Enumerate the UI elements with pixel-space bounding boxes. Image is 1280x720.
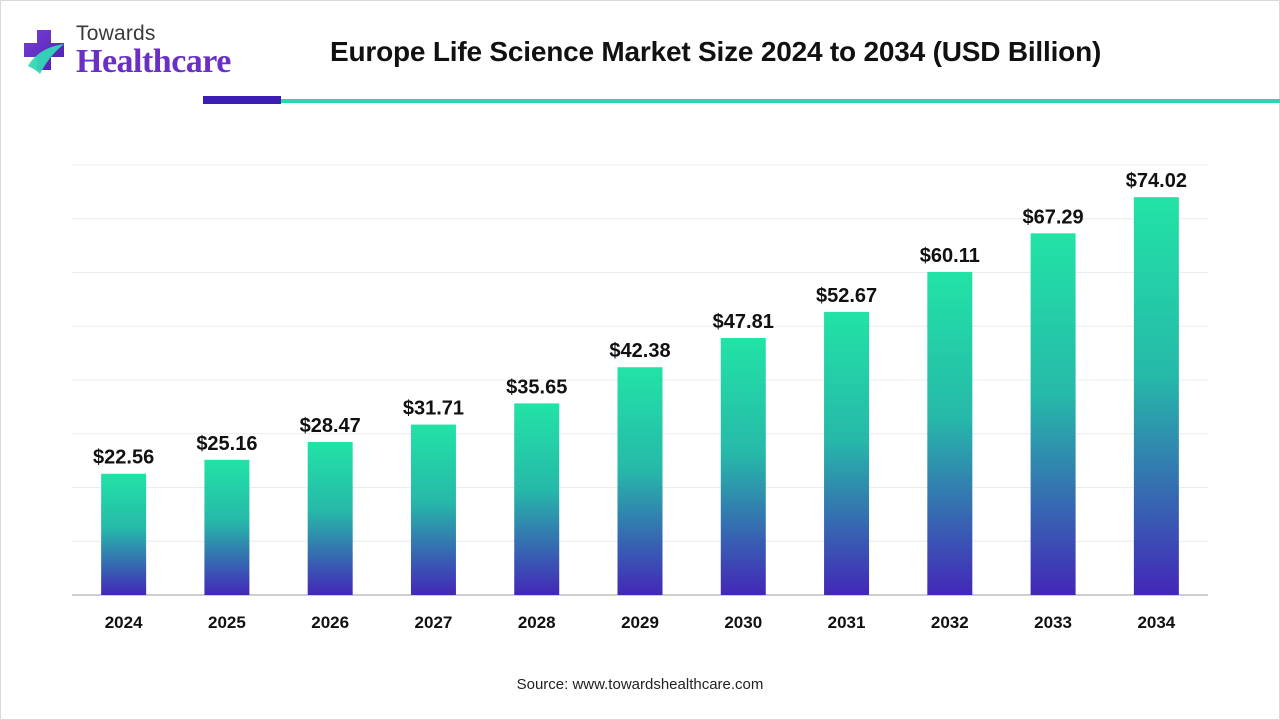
bar-2033 <box>1030 233 1076 595</box>
brand-logo: Towards Healthcare <box>20 22 250 84</box>
x-tick-2031: 2031 <box>828 613 866 632</box>
value-label-2031: $52.67 <box>816 285 877 307</box>
x-tick-2026: 2026 <box>311 613 349 632</box>
value-label-2027: $31.71 <box>403 398 464 420</box>
bar-2032 <box>927 271 973 595</box>
logo-text-healthcare: Healthcare <box>76 43 231 80</box>
value-label-2033: $67.29 <box>1023 206 1084 228</box>
bar-2030 <box>720 338 766 595</box>
bar-2025 <box>204 459 250 595</box>
bar-2034 <box>1133 197 1179 595</box>
x-tick-2032: 2032 <box>931 613 969 632</box>
value-label-2034: $74.02 <box>1126 170 1187 192</box>
bar-2028 <box>514 403 560 595</box>
x-tick-2029: 2029 <box>621 613 659 632</box>
value-label-2029: $42.38 <box>609 340 670 362</box>
x-tick-2025: 2025 <box>208 613 246 632</box>
x-tick-2034: 2034 <box>1137 613 1175 632</box>
value-label-2030: $47.81 <box>713 311 774 333</box>
medical-cross-icon <box>24 30 64 74</box>
bars <box>101 197 1179 595</box>
chart-title: Europe Life Science Market Size 2024 to … <box>330 36 1102 67</box>
x-tick-2024: 2024 <box>105 613 143 632</box>
x-tick-labels: 2024 2025 2026 2027 2028 2029 2030 2031 2032 2033… <box>105 613 1176 632</box>
value-label-2032: $60.11 <box>920 245 980 267</box>
value-label-2024: $22.56 <box>93 447 154 469</box>
value-label-2028: $35.65 <box>506 376 567 398</box>
value-labels: $22.56 $25.16 $28.47 $31.71 $35.65 $42.38 $47.… <box>93 170 1187 469</box>
title-underline <box>281 99 1280 103</box>
bar-2027 <box>410 424 456 595</box>
x-tick-2027: 2027 <box>415 613 453 632</box>
value-label-2026: $28.47 <box>300 415 361 437</box>
logo-text-towards: Towards <box>76 22 156 45</box>
x-tick-2028: 2028 <box>518 613 556 632</box>
x-tick-2033: 2033 <box>1034 613 1072 632</box>
value-label-2025: $25.16 <box>196 433 257 455</box>
bar-2026 <box>307 441 353 595</box>
x-tick-2030: 2030 <box>724 613 762 632</box>
bar-2024 <box>101 473 147 595</box>
source-note: Source: www.towardshealthcare.com <box>516 676 764 693</box>
bar-2031 <box>824 311 870 595</box>
title-underline-accent <box>203 96 281 104</box>
bar-2029 <box>617 367 663 595</box>
